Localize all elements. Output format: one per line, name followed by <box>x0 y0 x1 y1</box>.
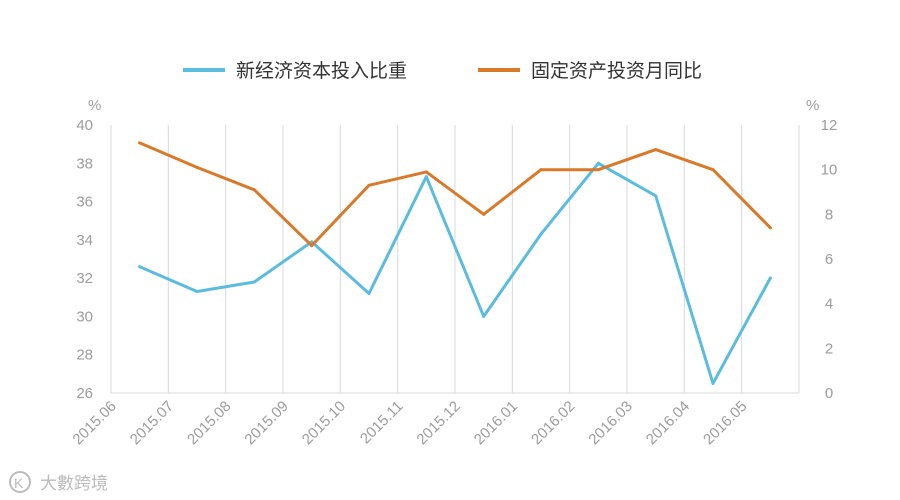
left-axis-ticks: 26 28 30 32 34 36 38 40 <box>76 117 93 402</box>
legend: 新经济资本投入比重 固定资产投资月同比 <box>183 60 702 82</box>
watermark: K 大數跨境 <box>9 471 108 493</box>
series-2-point <box>367 183 371 187</box>
right-tick-label: 6 <box>825 251 833 268</box>
left-tick-label: 34 <box>76 232 93 249</box>
series-line-1 <box>138 161 772 385</box>
right-tick-label: 10 <box>821 162 838 179</box>
x-tick-label: 2016.05 <box>700 398 750 448</box>
x-tick-label: 2015.06 <box>69 398 119 448</box>
series-1-point <box>252 280 256 284</box>
x-tick-label: 2015.12 <box>413 398 463 448</box>
series-1-point <box>424 175 428 179</box>
series-2-point <box>596 168 600 172</box>
x-axis-ticks: 2015.06 2015.07 2015.08 2015.09 2015.10 2015.… <box>69 398 750 448</box>
watermark-logo-letter: K <box>14 475 24 491</box>
series-2-point <box>195 165 199 169</box>
series-1-point <box>539 232 543 236</box>
x-tick-label: 2015.07 <box>127 398 177 448</box>
right-axis-unit: % <box>806 97 819 114</box>
x-tick-label: 2015.08 <box>184 398 234 448</box>
x-tick-label: 2016.01 <box>471 398 521 448</box>
legend-label-series-2: 固定资产投资月同比 <box>531 60 702 82</box>
series-2-point <box>310 244 314 248</box>
series-lines <box>138 141 772 385</box>
right-tick-label: 8 <box>825 206 833 223</box>
x-tick-label: 2016.02 <box>528 398 578 448</box>
x-tick-label: 2015.10 <box>299 398 349 448</box>
series-2-point <box>482 212 486 216</box>
series-1-point <box>367 291 371 295</box>
left-tick-label: 40 <box>76 117 93 134</box>
x-tick-label: 2016.03 <box>585 398 635 448</box>
series-line-2 <box>138 141 772 248</box>
x-tick-label: 2015.11 <box>357 398 407 448</box>
left-tick-label: 36 <box>76 194 93 211</box>
left-tick-label: 32 <box>76 270 93 287</box>
series-2-point <box>768 226 772 230</box>
series-1-point <box>310 240 314 244</box>
series-1-point <box>596 161 600 165</box>
watermark-text: 大數跨境 <box>40 474 108 493</box>
series-2-point <box>138 141 142 145</box>
series-2-point <box>252 188 256 192</box>
series-2-point <box>424 170 428 174</box>
series-2-point <box>711 168 715 172</box>
x-tick-label: 2015.09 <box>241 398 291 448</box>
right-tick-label: 4 <box>825 296 833 313</box>
legend-label-series-1: 新经济资本投入比重 <box>236 60 407 82</box>
watermark-logo-icon <box>9 471 31 493</box>
left-tick-label: 38 <box>76 155 93 172</box>
series-1-point <box>195 290 199 294</box>
right-axis-ticks: 0 2 4 6 8 10 12 <box>821 117 838 402</box>
left-tick-label: 30 <box>76 308 93 325</box>
series-1-point <box>138 265 142 269</box>
series-1-point <box>654 194 658 198</box>
series-1-point <box>768 276 772 280</box>
series-1-point <box>711 381 715 385</box>
series-2-point <box>539 168 543 172</box>
left-axis-unit: % <box>88 97 101 114</box>
series-1-point <box>482 314 486 318</box>
series-2-point <box>654 148 658 152</box>
right-tick-label: 12 <box>821 117 838 134</box>
right-tick-label: 2 <box>825 340 833 357</box>
left-tick-label: 28 <box>76 347 93 364</box>
right-tick-label: 0 <box>825 385 833 402</box>
left-tick-label: 26 <box>76 385 93 402</box>
x-tick-label: 2016.04 <box>643 398 693 448</box>
